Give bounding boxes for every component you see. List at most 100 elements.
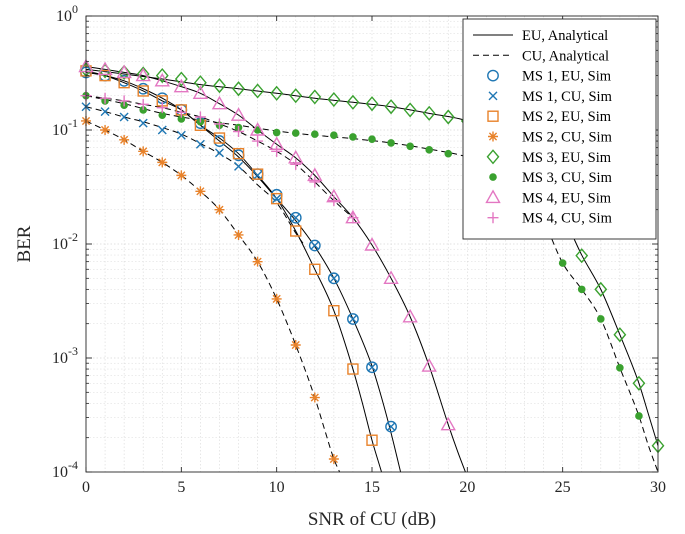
data-point — [100, 125, 111, 135]
data-point — [116, 64, 132, 79]
legend-item: MS 3, CU, Sim — [489, 170, 613, 186]
data-point — [177, 115, 186, 123]
x-tick-label: 0 — [82, 479, 90, 496]
x-tick-label: 25 — [555, 479, 571, 496]
data-point — [311, 130, 319, 138]
data-point — [249, 122, 266, 136]
data-point — [328, 195, 340, 207]
data-point — [403, 102, 417, 118]
legend-marker-swatch — [488, 91, 498, 101]
data-point — [309, 263, 321, 275]
data-point — [252, 256, 263, 267]
legend-label: MS 3, EU, Sim — [522, 150, 612, 166]
data-point — [425, 146, 434, 154]
legend-marker-swatch — [486, 149, 500, 165]
legend-label: MS 1, EU, Sim — [522, 69, 612, 85]
x-tick-label: 10 — [269, 479, 285, 496]
data-point — [213, 118, 225, 130]
legend-label: CU, Analytical — [522, 48, 609, 64]
simulation-markers — [78, 58, 665, 465]
data-point — [272, 128, 281, 137]
data-point — [253, 170, 263, 180]
legend-label: MS 4, CU, Sim — [522, 211, 613, 227]
data-point — [233, 126, 245, 138]
data-point — [347, 212, 359, 224]
data-point — [270, 192, 283, 205]
eu-analytical-curve — [85, 66, 466, 473]
data-point — [385, 420, 397, 433]
legend-marker-swatch — [485, 189, 501, 204]
data-point — [211, 95, 228, 110]
data-point — [193, 75, 207, 91]
data-point — [368, 135, 376, 144]
data-point — [271, 293, 282, 304]
data-point — [233, 229, 244, 240]
legend-label: MS 2, CU, Sim — [522, 130, 613, 146]
data-point — [232, 81, 245, 97]
data-point — [384, 99, 398, 115]
data-point — [157, 157, 168, 168]
y-tick-label: 10-2 — [52, 230, 78, 253]
data-point — [291, 213, 301, 223]
x-tick-label: 20 — [459, 479, 475, 496]
data-point — [213, 78, 226, 94]
data-point — [195, 139, 205, 149]
data-point — [195, 186, 206, 197]
axis-ticks: 0 5 10 15 20 25 30 10-4 10-3 10-2 10-1 100 — [52, 2, 666, 496]
data-point — [290, 158, 302, 170]
data-point — [290, 225, 302, 237]
y-tick-label: 10-4 — [52, 458, 78, 481]
data-point — [613, 327, 627, 343]
data-point — [251, 83, 265, 99]
data-point — [174, 71, 188, 87]
data-point — [402, 308, 418, 323]
data-point — [234, 161, 244, 171]
data-point — [175, 106, 187, 118]
data-point — [421, 358, 437, 372]
data-point — [616, 364, 624, 372]
data-point — [213, 132, 226, 144]
data-point — [387, 139, 395, 147]
data-point — [347, 363, 359, 375]
data-point — [440, 416, 456, 431]
y-tick-label: 10-1 — [52, 116, 78, 139]
legend-marker-swatch — [487, 69, 499, 82]
y-tick-label: 10-3 — [52, 344, 78, 367]
data-point — [119, 112, 129, 122]
data-point — [364, 237, 380, 251]
data-point — [270, 85, 284, 101]
data-point — [367, 362, 377, 372]
data-point — [139, 106, 147, 114]
data-point — [346, 94, 360, 110]
data-point — [176, 170, 187, 181]
data-point — [118, 95, 130, 107]
legend-label: MS 1, CU, Sim — [522, 89, 613, 105]
data-point — [308, 239, 321, 252]
cu-analytical-curve — [85, 95, 354, 219]
data-point — [444, 149, 453, 158]
y-axis-label: BER — [14, 225, 35, 262]
data-point — [635, 412, 643, 420]
data-point — [328, 454, 339, 465]
data-point — [386, 422, 396, 432]
data-point — [347, 313, 359, 325]
eu-analytical-curve — [85, 70, 383, 473]
data-point — [230, 107, 247, 121]
data-point — [365, 96, 379, 112]
legend-marker-swatch — [488, 131, 498, 142]
data-point — [158, 111, 167, 119]
data-point — [597, 315, 605, 323]
data-point — [327, 272, 340, 285]
data-point — [156, 102, 168, 114]
data-point — [135, 67, 151, 82]
data-point — [291, 129, 300, 137]
data-point — [137, 98, 149, 110]
series-ms-4-eu-sim — [78, 58, 456, 431]
legend-marker-swatch — [489, 173, 497, 181]
data-point — [575, 248, 589, 264]
legend-item: MS 4, CU, Sim — [487, 211, 613, 227]
legend-label: MS 2, EU, Sim — [522, 109, 612, 125]
x-tick-label: 30 — [650, 479, 666, 496]
legend-item: MS 2, EU, Sim — [487, 109, 612, 125]
